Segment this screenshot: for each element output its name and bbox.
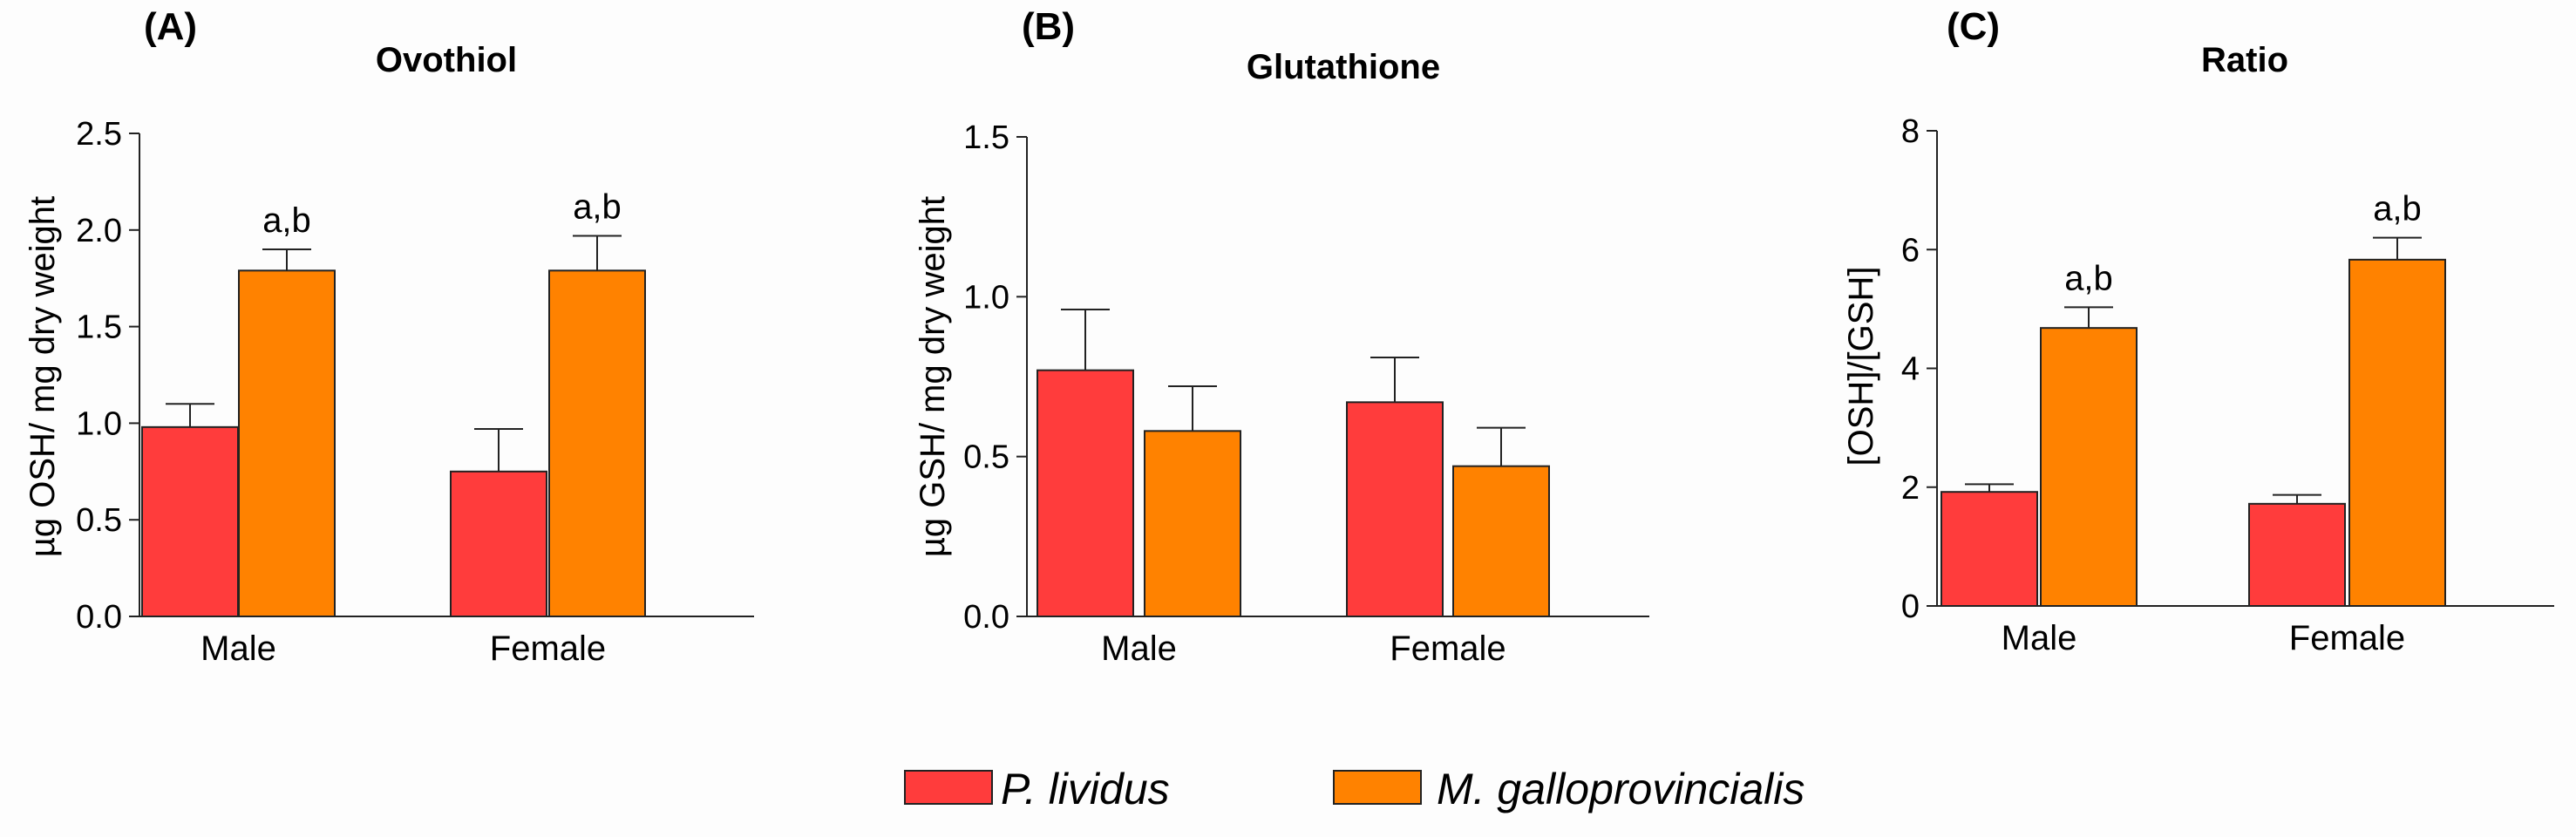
panel-c-ylabel: [OSH]/[GSH] — [1842, 267, 1880, 466]
chart-1-ytick-label: 1.0 — [963, 279, 1009, 316]
panel-a: (A) Ovothiol µg OSH/ mg dry weight 0.00.… — [24, 5, 754, 668]
panel-c-title: Ratio — [2201, 41, 2288, 79]
panel-b-label: (B) — [1022, 5, 1075, 48]
chart-0-bar-p-lividus-male — [141, 425, 239, 617]
panel-c: (C) Ratio [OSH]/[GSH] 0 2 4 6 8 Male Female a,b… — [1842, 5, 2554, 657]
panel-b-title: Glutathione — [1247, 48, 1440, 86]
chart-2-category-label-male: Male — [2002, 619, 2077, 657]
panel-a-ylabel: µg OSH/ mg dry weight — [24, 196, 62, 557]
chart-2-ytick-label: 0 — [1901, 589, 1920, 625]
chart-1-ytick-label: 0.5 — [963, 439, 1009, 476]
chart-0-category-label-female: Female — [490, 629, 606, 668]
chart-1-bar-p-lividus-male — [1037, 369, 1134, 617]
chart-2-ytick-label: 8 — [1901, 113, 1920, 150]
chart-0-bar-m-galloprovincialis-male — [238, 269, 336, 617]
chart-0-significance-label-male: a,b — [262, 201, 311, 240]
chart-0-significance-label-female: a,b — [573, 187, 622, 226]
legend-swatch-p-lividus — [904, 770, 993, 805]
chart-0-ytick-label: 2.5 — [76, 116, 122, 153]
panel-a-label: (A) — [144, 5, 197, 48]
chart-0-bar-p-lividus-female — [450, 470, 547, 617]
panel-a-title: Ovothiol — [376, 41, 517, 79]
chart-1-category-label-female: Female — [1390, 629, 1505, 668]
panel-b-plot: 0.0 0.5 1.0 1.5 Male Female — [963, 119, 1649, 668]
chart-2-bar-p-lividus-female — [2248, 502, 2346, 608]
chart-2-bar-m-galloprovincialis-male — [2040, 327, 2138, 607]
legend-label-p-lividus: P. lividus — [1001, 765, 1170, 813]
chart-1-ytick-label: 0.0 — [963, 599, 1009, 636]
chart-2-ytick-label: 6 — [1901, 232, 1920, 269]
panel-b: (B) Glutathione µg GSH/ mg dry weight 0.… — [914, 5, 1649, 668]
panel-b-ylabel: µg GSH/ mg dry weight — [914, 196, 952, 557]
chart-2-significance-label-male: a,b — [2064, 259, 2113, 297]
chart-1-ytick-label: 1.5 — [963, 119, 1009, 156]
chart-2-significance-label-female: a,b — [2373, 190, 2422, 228]
chart-2-ytick-label: 4 — [1901, 351, 1920, 388]
chart-1-category-label-male: Male — [1101, 629, 1177, 668]
panel-a-plot: 0.0 0.5 1.0 1.5 2.0 2.5 Male Female a,b a,b — [76, 116, 754, 668]
chart-1-bar-m-galloprovincialis-male — [1144, 430, 1241, 618]
chart-0-ytick-label: 0.0 — [76, 599, 122, 636]
panel-c-plot: 0 2 4 6 8 Male Female a,b a,b — [1901, 113, 2554, 657]
chart-2-ytick-label: 2 — [1901, 470, 1920, 507]
chart-2-category-label-female: Female — [2289, 619, 2405, 657]
chart-2-bar-m-galloprovincialis-female — [2348, 258, 2446, 607]
chart-2-bar-p-lividus-male — [1940, 491, 2038, 608]
panel-c-label: (C) — [1947, 5, 2000, 48]
chart-0-ytick-label: 1.5 — [76, 310, 122, 346]
chart-1-bar-m-galloprovincialis-female — [1452, 465, 1550, 618]
chart-0-category-label-male: Male — [201, 629, 276, 668]
legend-label-m-galloprovincialis: M. galloprovincialis — [1437, 765, 1805, 813]
legend-swatch-m-galloprovincialis — [1333, 770, 1422, 805]
chart-0-ytick-label: 0.5 — [76, 502, 122, 539]
chart-0-bar-m-galloprovincialis-female — [548, 269, 646, 617]
chart-0-ytick-label: 2.0 — [76, 213, 122, 249]
chart-1-bar-p-lividus-female — [1346, 401, 1444, 618]
chart-0-ytick-label: 1.0 — [76, 405, 122, 442]
legend: P. lividus M. galloprovincialis — [904, 765, 1805, 813]
